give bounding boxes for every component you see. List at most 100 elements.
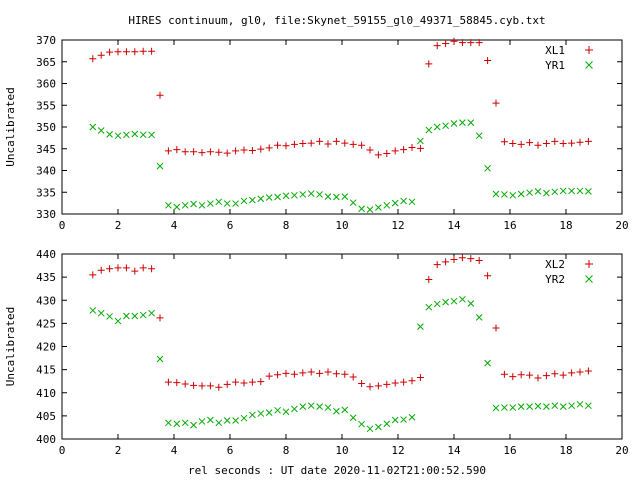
data-point [316, 191, 323, 198]
data-point [416, 373, 424, 381]
x-tick-label: 12 [391, 219, 404, 232]
y-tick-label: 430 [36, 294, 56, 307]
data-point [383, 420, 391, 428]
data-point [164, 378, 172, 386]
legend-marker [585, 61, 593, 69]
data-point [501, 404, 508, 411]
y-tick-label: 350 [36, 121, 56, 134]
data-point [333, 193, 340, 201]
data-point [433, 300, 441, 308]
data-point [383, 201, 391, 209]
x-tick-label: 20 [615, 219, 628, 232]
x-tick-label: 4 [171, 444, 178, 457]
data-point [576, 187, 584, 195]
data-point [173, 203, 181, 211]
plot-top: 0 2 4 6 8 10 12 14 16 18 20 330 335 340 345 350 355 360 36… [4, 34, 629, 232]
data-point [173, 420, 181, 428]
legend-label: YR1 [545, 59, 565, 72]
data-point [190, 381, 198, 389]
data-point [206, 382, 214, 390]
data-point [299, 191, 307, 198]
data-point [148, 131, 155, 139]
data-point [509, 191, 517, 199]
data-point [526, 371, 534, 379]
data-point [248, 378, 256, 386]
data-point [139, 264, 147, 272]
chart-title: HIRES continuum, gl0, file:Skynet_59155_… [128, 14, 545, 27]
data-point [551, 137, 559, 145]
data-point [568, 139, 576, 147]
data-point [551, 370, 559, 378]
data-point [425, 303, 433, 311]
data-point [173, 146, 181, 154]
x-tick-label: 0 [59, 219, 66, 232]
data-point [324, 193, 332, 200]
y-tick-label: 415 [36, 364, 56, 377]
x-axis-label: rel seconds : UT date 2020-11-02T21:00:5… [188, 464, 486, 477]
data-point [450, 297, 458, 305]
data-point [459, 295, 466, 303]
data-point [358, 205, 365, 213]
data-point [139, 311, 147, 319]
y-tick-label: 420 [36, 341, 56, 354]
data-point [559, 403, 567, 410]
data-point [131, 267, 139, 275]
data-point [341, 370, 349, 378]
data-point [207, 416, 214, 424]
data-point [475, 314, 483, 321]
data-point [282, 192, 290, 200]
x-tick-label: 8 [283, 219, 290, 232]
data-point [173, 379, 181, 387]
y-tick-label: 400 [36, 433, 56, 446]
data-point [559, 140, 567, 148]
data-point [509, 373, 517, 381]
data-point [585, 188, 592, 195]
data-point [274, 406, 281, 414]
data-point [484, 56, 492, 64]
data-point [114, 264, 122, 272]
data-point [198, 201, 206, 209]
data-point [215, 148, 223, 156]
data-point [139, 47, 147, 55]
data-point [349, 199, 357, 207]
data-point [400, 197, 407, 205]
x-tick-label: 12 [391, 444, 404, 457]
data-point [156, 355, 164, 363]
data-point [265, 409, 273, 416]
x-tick-label: 2 [115, 219, 122, 232]
data-point [240, 146, 248, 154]
data-point [576, 138, 584, 146]
x-tick-label: 6 [227, 444, 234, 457]
data-point [374, 151, 382, 159]
data-point [374, 382, 382, 390]
data-point [484, 272, 492, 280]
data-point [391, 416, 399, 424]
data-point [97, 51, 105, 59]
data-point [433, 42, 441, 50]
data-point [274, 141, 282, 149]
data-point [425, 275, 433, 283]
data-point [89, 123, 97, 131]
data-point [114, 48, 122, 56]
data-point [442, 258, 450, 266]
x-tick-label: 10 [335, 444, 348, 457]
data-point [316, 403, 323, 410]
data-point [333, 407, 340, 415]
data-point [249, 196, 256, 204]
data-point [198, 418, 206, 425]
data-point [509, 140, 517, 148]
y-tick-label: 340 [36, 165, 56, 178]
y-tick-label: 335 [36, 186, 56, 199]
data-point [500, 138, 508, 146]
data-point [223, 417, 231, 424]
data-point [215, 419, 223, 427]
data-point [316, 137, 324, 145]
data-point [492, 404, 500, 412]
data-point [106, 48, 114, 56]
data-point [417, 323, 424, 330]
y-axis-label: Uncalibrated [4, 307, 17, 386]
data-point [543, 189, 550, 197]
data-point [534, 141, 542, 149]
